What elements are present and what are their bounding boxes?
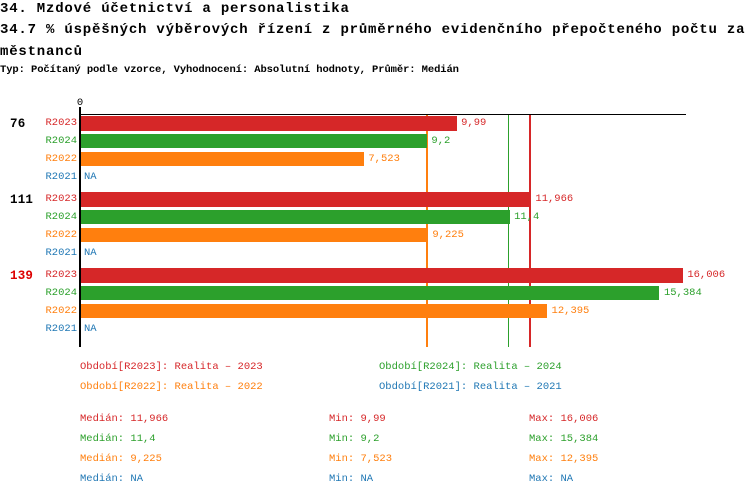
bar-value-label: 9,225: [432, 228, 464, 241]
bar-row-label: R2023: [45, 269, 77, 281]
chart-subtitle-line2: městnanců: [0, 44, 83, 60]
x-axis-tick-label: 0: [76, 97, 84, 109]
bar-value-label: 16,006: [687, 269, 726, 281]
bar-row-label: R2021: [45, 246, 77, 259]
group-label: 139: [10, 268, 34, 283]
bar-value-label: 9,2: [431, 134, 451, 147]
stat-max-r2021: Max: NA: [529, 473, 574, 485]
median-reference-line: [507, 114, 510, 347]
chart-meta: Typ: Počítaný podle vzorce, Vyhodnocení:…: [0, 64, 459, 76]
bar: [81, 151, 364, 166]
stat-median-r2022: Medián: 9,225: [80, 453, 162, 465]
bar-value-label: 11,966: [535, 193, 574, 205]
bar-row-label: R2024: [45, 286, 77, 299]
legend-item-r2022: Období[R2022]: Realita – 2022: [80, 381, 263, 393]
page-title: 34. Mzdové účetnictví a personalistika: [0, 1, 350, 17]
chart-subtitle-line1: 34.7 % úspěšných výběrových řízení z prů…: [0, 22, 746, 38]
median-reference-line: [529, 114, 531, 347]
stat-min-r2021: Min: NA: [329, 473, 374, 485]
bar-value-label: 11,4: [514, 210, 540, 223]
bar-row-label: R2024: [45, 210, 77, 223]
stat-max-r2023: Max: 16,006: [529, 413, 599, 425]
bar: [81, 285, 660, 300]
stat-min-r2024: Min: 9,2: [329, 433, 380, 445]
bar-value-label: NA: [84, 246, 97, 259]
stat-min-r2023: Min: 9,99: [329, 413, 386, 425]
bar-row-label: R2022: [45, 304, 77, 317]
bar: [81, 209, 510, 224]
bar-value-label: NA: [84, 170, 97, 183]
bar: [81, 268, 683, 283]
y-axis-line: [79, 107, 81, 347]
bar-row-label: R2022: [45, 152, 77, 165]
legend-item-r2021: Období[R2021]: Realita – 2021: [379, 381, 562, 393]
bar-value-label: NA: [84, 322, 97, 335]
bar: [81, 116, 457, 131]
group-label: 111: [10, 192, 34, 207]
stat-median-r2021: Medián: NA: [80, 473, 144, 485]
bar-value-label: 9,99: [461, 117, 487, 129]
bar-value-label: 7,523: [368, 152, 400, 165]
x-axis-line: [79, 113, 686, 115]
bar-row-label: R2023: [45, 117, 77, 129]
legend-item-r2024: Období[R2024]: Realita – 2024: [379, 361, 562, 373]
stat-max-r2022: Max: 12,395: [529, 453, 599, 465]
bar: [81, 192, 531, 207]
bar-row-label: R2023: [45, 193, 77, 205]
bar-row-label: R2021: [45, 322, 77, 335]
bar-row-label: R2024: [45, 134, 77, 147]
bar: [81, 227, 428, 242]
bar: [81, 133, 427, 148]
bar: [81, 303, 548, 318]
stat-max-r2024: Max: 15,384: [529, 433, 599, 445]
bar-value-label: 15,384: [663, 286, 702, 299]
bar-row-label: R2022: [45, 228, 77, 241]
bar-value-label: 12,395: [551, 304, 590, 317]
bar-row-label: R2021: [45, 170, 77, 183]
group-label: 76: [10, 116, 26, 131]
stat-median-r2023: Medián: 11,966: [80, 413, 169, 425]
legend-item-r2023: Období[R2023]: Realita – 2023: [80, 361, 263, 373]
stat-min-r2022: Min: 7,523: [329, 453, 393, 465]
stat-median-r2024: Medián: 11,4: [80, 433, 156, 445]
